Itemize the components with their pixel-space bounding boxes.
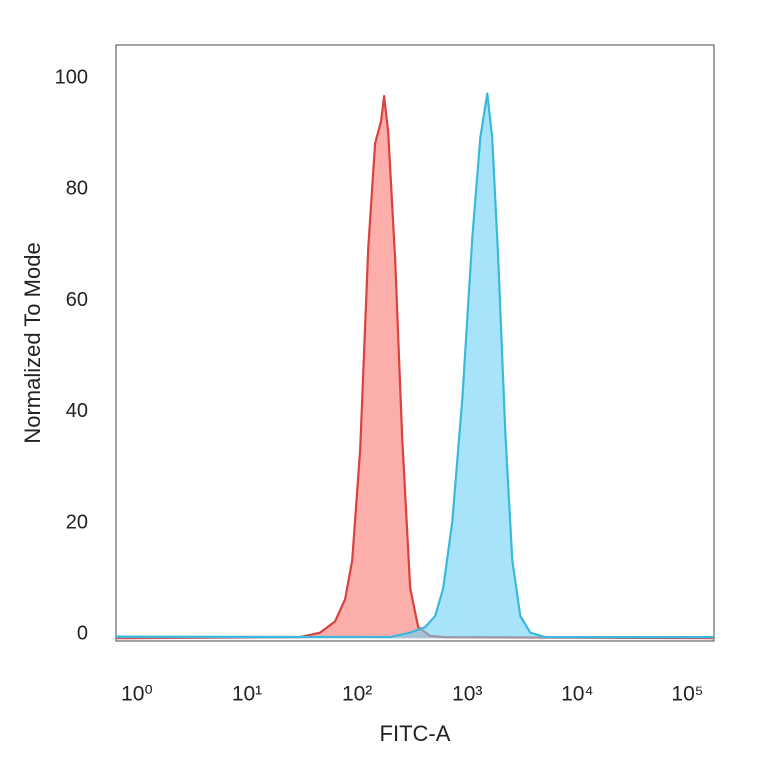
x-tick-label: 10⁴ [561,683,593,706]
x-tick-label: 10⁰ [121,683,153,706]
x-tick-label: 10¹ [232,683,262,706]
y-tick-label: 20 [66,511,88,533]
x-tick-label: 10³ [452,683,482,706]
y-tick-label: 80 [66,178,88,200]
x-tick-label: 10² [342,683,372,706]
y-tick-label: 100 [55,67,88,89]
x-tick-label: 10⁵ [671,683,703,706]
plot-area [116,92,714,640]
y-tick-label: 60 [66,289,88,311]
area-fill [116,93,714,639]
y-tick-label: 0 [77,623,88,645]
histogram-line [116,92,714,639]
y-axis-label: Normalized To Mode [20,242,45,443]
plot-frame [115,44,715,642]
x-axis-label: FITC-A [380,721,451,746]
area-fill [116,96,714,639]
histogram-line [116,95,714,640]
y-tick-label: 40 [66,400,88,422]
